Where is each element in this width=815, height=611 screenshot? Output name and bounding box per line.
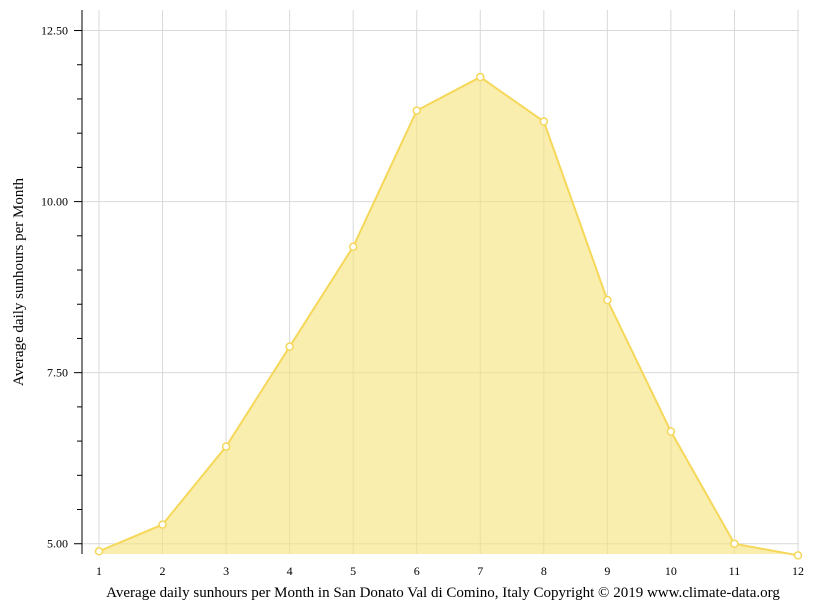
- x-tick-label: 6: [414, 564, 420, 578]
- x-tick-label: 4: [287, 564, 293, 578]
- data-point: [158, 520, 167, 529]
- x-tick-label: 9: [604, 564, 610, 578]
- x-tick-label: 8: [541, 564, 547, 578]
- x-tick-label: 1: [96, 564, 102, 578]
- x-axis-ticks: 1 2 3 4 5 6 7 8 9 10 11 12: [96, 564, 804, 578]
- x-axis-title: Average daily sunhours per Month in San …: [106, 585, 780, 601]
- x-tick-label: 11: [729, 564, 741, 578]
- x-tick-label: 5: [350, 564, 356, 578]
- y-axis-ticks: 5.00 7.50 10.00 12.50: [41, 24, 82, 551]
- x-tick-label: 2: [160, 564, 166, 578]
- y-tick-label: 10.00: [41, 195, 68, 209]
- data-point: [730, 539, 739, 548]
- x-tick-label: 10: [665, 564, 677, 578]
- sunhours-line: [98, 75, 799, 557]
- sunhours-area: [99, 77, 798, 556]
- y-tick-label: 7.50: [47, 366, 68, 380]
- y-tick-label: 5.00: [47, 537, 68, 551]
- data-point: [348, 242, 358, 252]
- y-tick-label: 12.50: [41, 24, 68, 38]
- data-point: [476, 72, 485, 82]
- y-axis-title: Average daily sunhours per Month: [11, 178, 27, 387]
- data-markers: [94, 72, 803, 560]
- x-tick-label: 3: [223, 564, 229, 578]
- data-point: [793, 551, 803, 560]
- x-tick-label: 7: [477, 564, 483, 578]
- data-point: [285, 342, 294, 351]
- data-point: [666, 427, 676, 436]
- data-point: [539, 117, 549, 126]
- x-tick-label: 12: [792, 564, 804, 578]
- data-point: [603, 295, 612, 305]
- data-point: [412, 106, 421, 115]
- data-point: [221, 442, 231, 451]
- data-point: [94, 547, 104, 556]
